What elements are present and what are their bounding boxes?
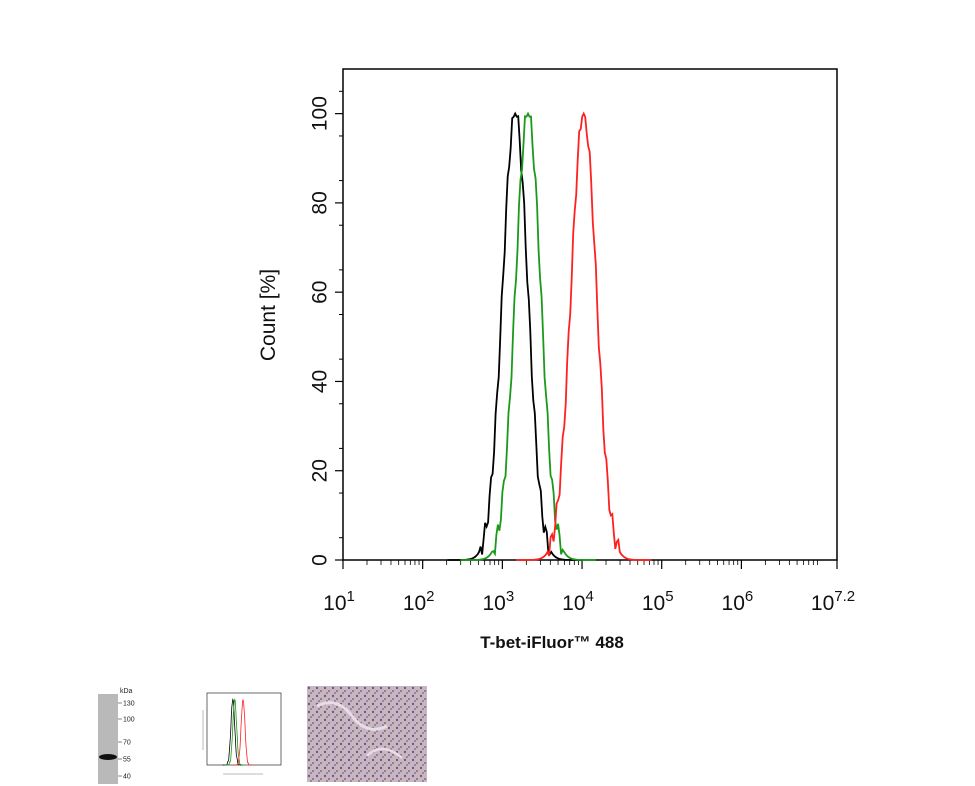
x-tick-label: 107.2	[811, 588, 855, 615]
flow-histogram-chart: 0 20 40 60 80 100 101 102 103 104 105 106 107.2 Cou…	[257, 68, 855, 652]
blot-marker-label: 55	[123, 757, 131, 764]
series-unstained	[460, 111, 596, 561]
x-tick-label: 105	[642, 588, 674, 615]
y-tick-label: 100	[309, 96, 332, 131]
blot-band	[99, 754, 117, 760]
series-group	[447, 111, 652, 561]
y-tick-label: 40	[309, 370, 332, 393]
x-tick-label: 104	[562, 588, 594, 615]
y-tick-label: 0	[309, 554, 332, 566]
x-tick-label: 106	[722, 588, 754, 615]
series-tbet	[516, 111, 652, 561]
blot-markers: 130 100 70 55 40	[118, 701, 135, 781]
ihc-tissue-thumbnail[interactable]	[307, 686, 427, 782]
x-tick-label: 102	[403, 588, 435, 615]
western-blot-thumbnail[interactable]: kDa 130 100 70 55 40	[96, 686, 156, 784]
x-axis-label: T-bet-iFluor™ 488	[480, 633, 624, 652]
mini-series-unstained	[224, 698, 245, 766]
series-isotype	[447, 111, 583, 561]
y-axis-label: Count [%]	[257, 269, 280, 361]
blot-unit-label: kDa	[120, 688, 133, 695]
histogram-thumbnail[interactable]	[193, 690, 288, 785]
blot-marker-label: 40	[123, 774, 131, 781]
x-tick-label: 101	[323, 588, 355, 615]
plot-frame	[342, 68, 838, 561]
y-tick-label: 20	[309, 459, 332, 482]
y-tick-label: 60	[309, 281, 332, 304]
blot-marker-label: 100	[123, 717, 135, 724]
y-axis: 0 20 40 60 80 100	[309, 90, 343, 566]
x-axis: 101 102 103 104 105 106 107.2	[323, 560, 855, 615]
y-tick-label: 80	[309, 191, 332, 214]
blot-marker-label: 130	[123, 701, 135, 708]
blot-marker-label: 70	[123, 740, 131, 747]
mini-series-tbet	[232, 699, 254, 766]
x-tick-label: 103	[483, 588, 515, 615]
